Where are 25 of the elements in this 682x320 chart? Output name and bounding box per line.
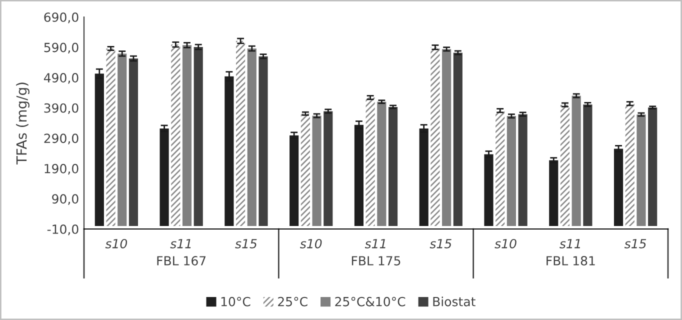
y-tick-label: 290,0 [44,134,78,144]
legend-label: Biostat [433,296,476,306]
y-tick-label: 590,0 [44,42,78,54]
text: FBL 181 [546,256,595,266]
x-tick-label: s15 [624,239,646,248]
x-tick-label: s15 [235,239,257,248]
y-tick-label: -10,0 [47,224,78,236]
legend-label: 10°C [221,296,250,306]
x-tick-label: s10 [494,238,516,248]
x-tick-label: s11 [364,239,386,248]
x-tick-label: s11 [170,239,191,248]
y-tick-label: 190,0 [44,164,78,175]
y-axis-title: TFAs (mg/g) [16,82,30,165]
x-tick-label: s11 [560,239,580,248]
x-tick-label: s15 [430,239,452,248]
text: FBL 175 [352,256,400,266]
y-tick-label: 390,0 [44,103,78,114]
y-tick-label: 90,0 [52,194,78,205]
legend-label: 25°C [278,296,308,306]
text: FBL 167 [157,256,206,266]
x-tick-label: s10 [105,238,128,248]
y-tick-label: 690,0 [44,12,78,24]
x-tick-label: s10 [300,238,322,248]
legend-label: 25°C&10°C [335,296,406,306]
y-tick-label: 490,0 [44,73,78,84]
